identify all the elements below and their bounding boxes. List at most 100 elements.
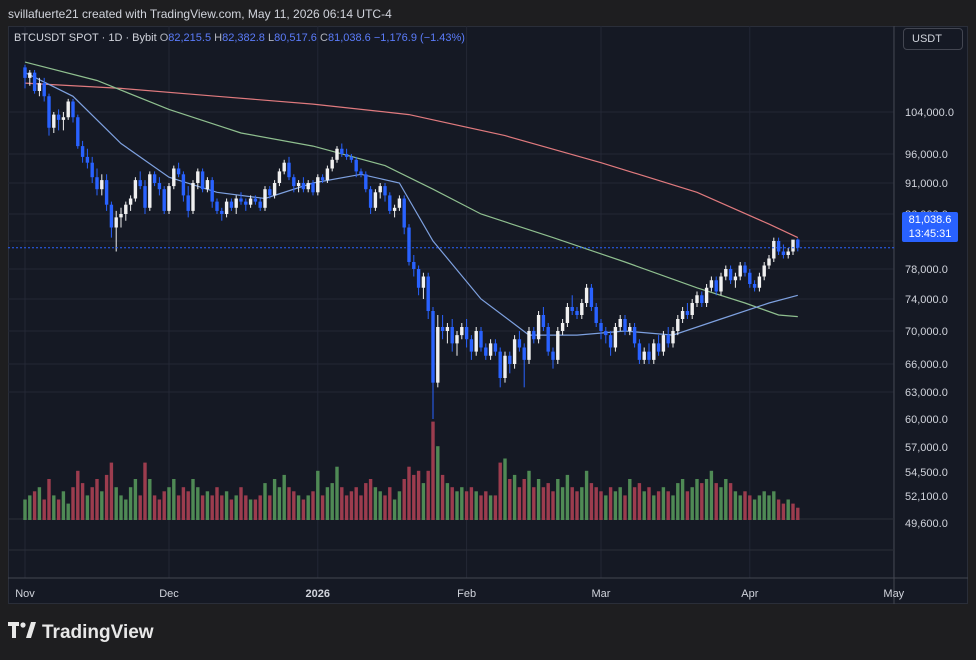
volume-bar (431, 421, 435, 520)
candle-body (52, 114, 56, 128)
time-axis-label: May (883, 588, 904, 600)
candle-body (676, 319, 680, 331)
volume-bar (80, 483, 85, 520)
volume-bar (440, 474, 445, 520)
volume-bar (474, 491, 478, 520)
candle-body (268, 189, 272, 196)
candle-body (628, 327, 632, 331)
volume-bar (61, 491, 66, 520)
candle-body (66, 101, 70, 118)
volume-bar (378, 491, 382, 520)
candle-body (781, 251, 786, 255)
candle-body (272, 183, 277, 196)
volume-bar (340, 487, 344, 520)
volume-bar (344, 495, 349, 520)
candle-body (388, 195, 392, 211)
candle-body (738, 265, 742, 277)
candle-body (618, 319, 622, 327)
volume-bar (733, 491, 738, 520)
candle-body (488, 343, 493, 356)
candle-body (191, 183, 195, 211)
volume-bar (632, 487, 637, 520)
moving-average-long-line (24, 82, 799, 239)
candle-body (436, 327, 440, 383)
volume-bar (536, 479, 541, 520)
volume-bar (661, 487, 666, 520)
candle-body (599, 323, 603, 331)
volume-bar (109, 462, 114, 520)
candle-body (296, 183, 301, 187)
volume-bar (210, 495, 214, 520)
candle-body (671, 331, 675, 344)
volume-bar (196, 487, 200, 520)
open-value: 82,215.5 (168, 32, 212, 44)
volume-bar (325, 487, 330, 520)
candle-body (71, 101, 75, 118)
candle-body (661, 335, 666, 352)
price-axis-label: 91,000.0 (905, 178, 948, 190)
candle-body (335, 148, 339, 160)
volume-bar (176, 495, 181, 520)
candle-body (344, 154, 349, 157)
candle-body (517, 339, 522, 348)
candle-body (124, 204, 128, 214)
volume-bar (215, 487, 219, 520)
volume-bar (258, 495, 262, 520)
candle-body (632, 327, 637, 344)
volume-bar (436, 446, 440, 520)
volume-bar (517, 487, 522, 520)
candle-body (32, 72, 37, 91)
volume-bar (527, 470, 531, 520)
candle-body (263, 189, 267, 208)
volume-bar (248, 499, 253, 520)
candle-body (455, 335, 459, 344)
candle-body (450, 327, 454, 344)
candle-body (133, 180, 138, 199)
high-value: 82,382.8 (222, 32, 265, 44)
volume-bar (450, 487, 454, 520)
currency-button[interactable]: USDT (903, 28, 963, 50)
candle-body (532, 331, 536, 340)
candle-body (570, 307, 574, 311)
candle-body (440, 327, 445, 331)
volume-bar (728, 483, 733, 520)
time-axis-label: Apr (741, 588, 758, 600)
candle-body (757, 276, 762, 288)
volume-bar (637, 483, 642, 520)
volume-bar (383, 495, 387, 520)
low-value: 80,517.6 (274, 32, 317, 44)
volume-bar (484, 491, 488, 520)
candle-body (23, 67, 27, 78)
candle-body (642, 351, 646, 360)
candle-body (724, 269, 728, 277)
candle-body (85, 156, 90, 163)
candle-body (402, 198, 406, 228)
candle-body (152, 174, 157, 183)
volume-bar (623, 495, 627, 520)
volume-bar (32, 491, 37, 520)
volume-bar (776, 499, 781, 520)
candle-body (320, 177, 325, 181)
candle-body (714, 280, 718, 292)
volume-bar (786, 499, 790, 520)
volume-bar (349, 491, 354, 520)
volume-bar (306, 495, 310, 520)
volume-bar (647, 487, 651, 520)
bar-countdown: 13:45:31 (908, 228, 952, 240)
tradingview-branding[interactable]: TradingView (8, 622, 154, 644)
candle-body (373, 192, 378, 208)
candle-body (412, 262, 416, 269)
candle-body (623, 319, 627, 331)
price-chart[interactable]: 104,000.096,000.091,000.086,000.078,000.… (8, 26, 968, 604)
candle-body (584, 287, 589, 303)
candle-body (551, 351, 555, 360)
candle-body (157, 183, 162, 190)
volume-bar (52, 495, 56, 520)
candle-body (776, 241, 781, 252)
volume-bar (244, 495, 248, 520)
volume-bar (335, 466, 339, 520)
volume-bar (599, 491, 603, 520)
candle-body (76, 117, 80, 147)
candle-body (186, 195, 190, 211)
time-axis-label: Feb (457, 588, 476, 600)
